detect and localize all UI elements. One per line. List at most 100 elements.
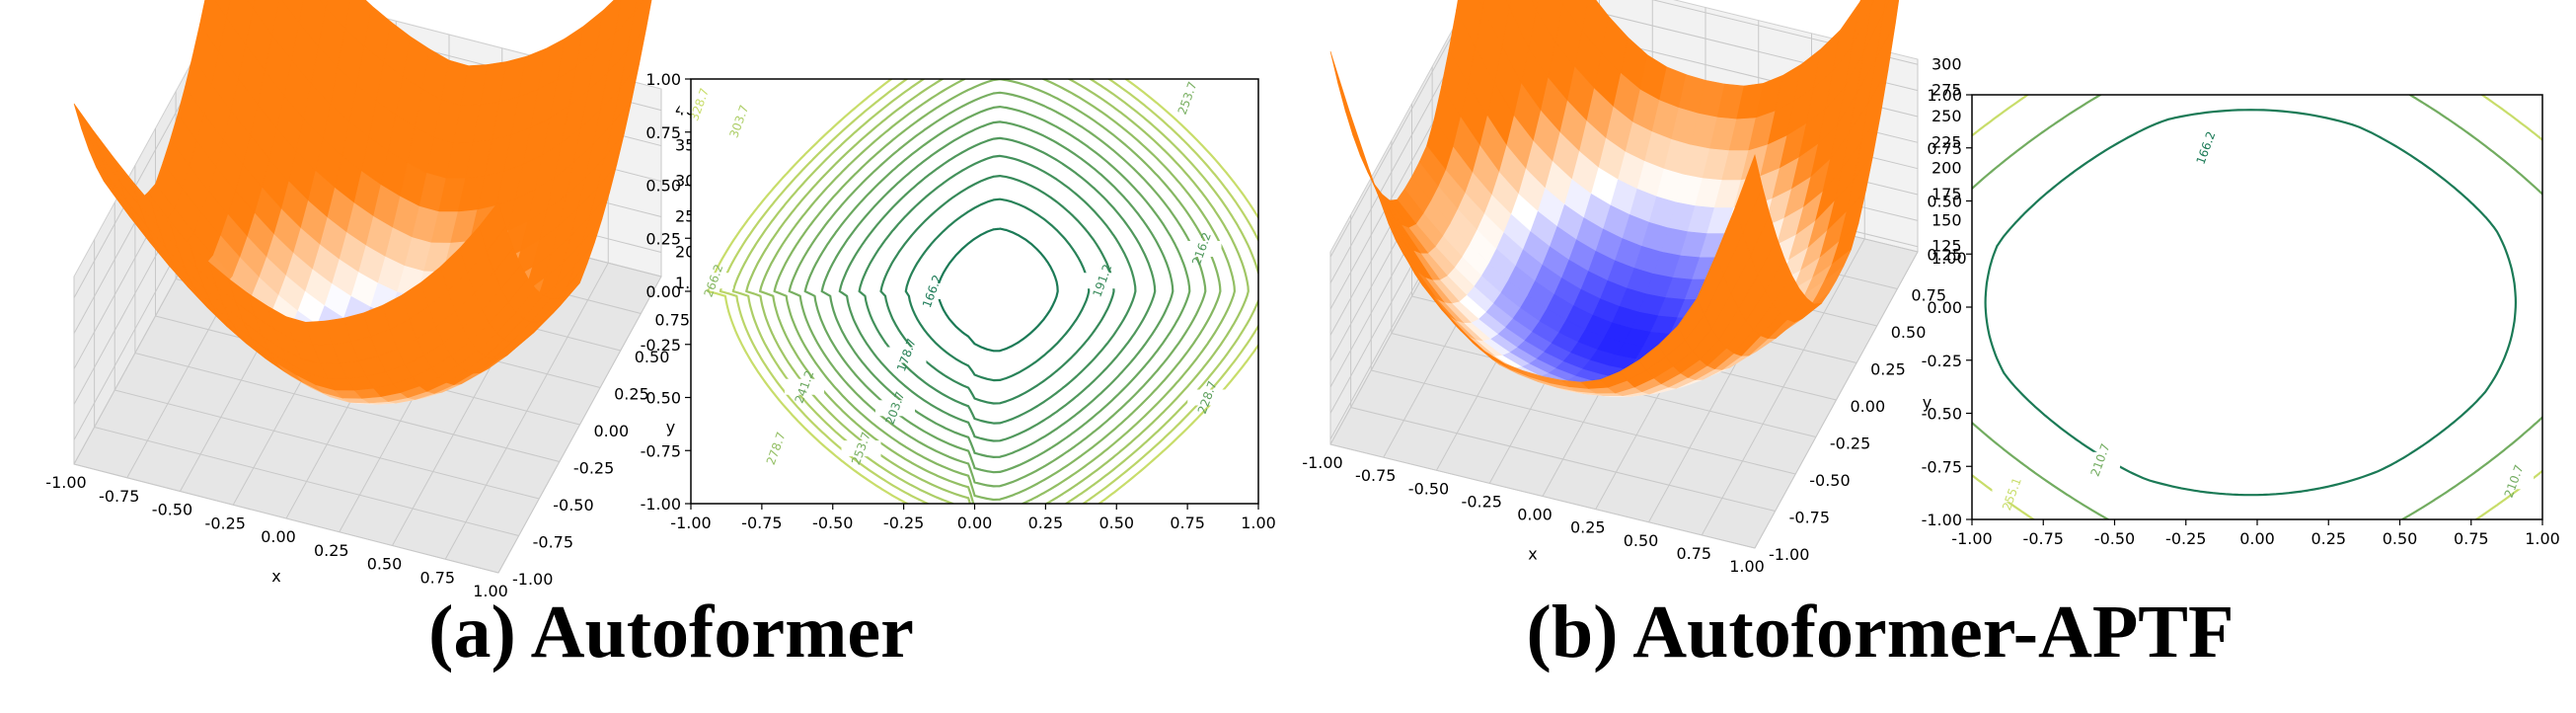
contour-label-bg	[1168, 90, 1208, 107]
contour-label-bg	[1992, 486, 2032, 503]
contour-label-bg	[2494, 473, 2535, 490]
grid-line	[1701, 238, 1865, 536]
x-tick-label: 0.00	[2239, 529, 2275, 548]
surface-facet	[246, 0, 256, 10]
y-tick-label: 0.75	[1911, 286, 1946, 305]
y-tick-label: -0.75	[1922, 457, 1962, 476]
surface-facet	[1735, 153, 1763, 234]
y-axis-label: y	[666, 418, 675, 436]
y-tick-label: 0.00	[1851, 397, 1886, 416]
x-tick-label: -1.00	[1302, 453, 1342, 472]
contour-level-228.7	[820, 120, 1174, 458]
x-tick-label: -0.75	[1355, 466, 1396, 485]
x-tick-label: -0.75	[2023, 529, 2064, 548]
y-tick-label: -1.00	[641, 495, 681, 514]
y-tick-label: 1.00	[645, 70, 681, 89]
contour-label-bg	[1187, 389, 1228, 406]
surface-facet	[479, 200, 506, 252]
contour-level-278.7	[759, 79, 1236, 504]
y-tick-label: 0.75	[645, 123, 681, 142]
contour-label-bg	[912, 283, 952, 299]
y-tick-label: -0.50	[553, 496, 593, 515]
contour-label-bg	[2081, 451, 2121, 468]
z-tick-label: 275	[1932, 81, 1962, 100]
x-tick-label: -0.50	[2094, 529, 2135, 548]
contour-label-bg	[1082, 273, 1122, 289]
y-tick-label: -0.50	[1922, 405, 1962, 424]
y-tick-label: 0.50	[1891, 323, 1927, 342]
y-tick-label: -0.25	[1922, 352, 1962, 370]
contour-level-216.2	[838, 136, 1157, 442]
contour-level-210.7	[1972, 95, 2542, 519]
x-tick-label: 0.75	[419, 568, 455, 587]
x-tick-label: 0.00	[957, 514, 993, 532]
x-tick-label: 0.25	[1570, 518, 1606, 537]
contour-label-bg	[694, 273, 733, 289]
z-tick-label: 250	[1932, 107, 1962, 125]
y-tick-label: 0.25	[1870, 360, 1906, 379]
y-tick-label: -0.25	[573, 459, 614, 478]
surface-plot-b: -1.00 -0.75 -0.50 -0.25 0.00 0.25 0.50 0.75 1.00…	[1302, 0, 2003, 576]
grid-line	[444, 263, 609, 560]
y-tick-label: 0.00	[594, 422, 630, 440]
x-tick-label: 0.00	[1517, 506, 1553, 524]
contour-level-178.7	[904, 198, 1091, 382]
y-tick-label: -0.75	[1789, 509, 1830, 527]
y-tick-label: -0.25	[1830, 435, 1870, 453]
x-axis-label: x	[1528, 545, 1537, 564]
y-tick-label: 0.50	[635, 348, 670, 366]
contour-level-328.7	[707, 79, 1258, 504]
x-tick-label: -1.00	[670, 514, 711, 532]
x-tick-label: 0.50	[367, 555, 403, 574]
surface-plot-a: -1.00 -0.75 -0.50 -0.25 0.00 0.25 0.50 0.75 1.00…	[45, 0, 746, 600]
contour-level-291.2	[745, 79, 1250, 504]
contour-label-bg	[756, 440, 796, 457]
y-tick-label: -1.00	[1922, 511, 1962, 529]
x-tick-label: 1.00	[1241, 514, 1276, 532]
x-tick-label: 0.75	[1170, 514, 1205, 532]
x-tick-label: -0.75	[99, 487, 139, 506]
caption-b: (b) Autoformer-APTF	[1527, 591, 2235, 673]
contour-level-266.2	[773, 79, 1222, 502]
x-tick-label: 0.25	[1028, 514, 1064, 532]
x-tick-label: -1.00	[1951, 529, 1992, 548]
x-tick-label: -0.50	[812, 514, 853, 532]
y-tick-label: -0.50	[641, 389, 681, 408]
contour-label-bg	[679, 96, 720, 113]
y-tick-label: -0.25	[641, 336, 681, 355]
x-tick-label: 0.50	[2383, 529, 2418, 548]
x-tick-label: 1.00	[2525, 529, 2560, 548]
z-tick-label: 300	[1932, 54, 1962, 73]
y-tick-label: 0.50	[645, 177, 681, 196]
contour-level-253.7	[788, 91, 1207, 488]
contour-plot-a: 166.2178.7191.2203.7216.2228.7241.2253.7…	[641, 70, 1276, 532]
x-tick-label: 0.75	[1676, 544, 1711, 563]
x-tick-label: 0.50	[1624, 531, 1659, 550]
y-tick-label: -1.00	[512, 570, 553, 589]
y-tick-label: -0.75	[641, 441, 681, 460]
contour-lines	[1972, 95, 2542, 519]
x-tick-label: 1.00	[1729, 557, 1765, 576]
y-axis-label: y	[1923, 393, 1932, 412]
x-tick-label: -0.25	[2165, 529, 2206, 548]
y-tick-label: 1.00	[1932, 249, 1967, 268]
z-tick-label: 200	[1932, 159, 1962, 178]
y-tick-label: 0.50	[1927, 193, 1962, 211]
x-tick-label: 1.00	[473, 582, 508, 600]
y-tick-label: 0.25	[614, 385, 649, 404]
grid-line	[1754, 251, 1919, 549]
surface-facet	[1871, 0, 1875, 7]
y-tick-label: 0.75	[654, 311, 690, 330]
x-tick-label: -0.50	[152, 501, 192, 519]
y-tick-label: 1.00	[1927, 86, 1962, 105]
x-tick-label: 0.75	[2454, 529, 2489, 548]
x-tick-label: -0.25	[883, 514, 924, 532]
contour-level-166.2	[1984, 109, 2517, 497]
contour-label-bg	[719, 114, 759, 129]
x-tick-label: -1.00	[45, 473, 86, 492]
surface-facet	[73, 103, 102, 156]
plot-area	[1972, 95, 2542, 519]
x-tick-label: 0.00	[261, 527, 296, 546]
